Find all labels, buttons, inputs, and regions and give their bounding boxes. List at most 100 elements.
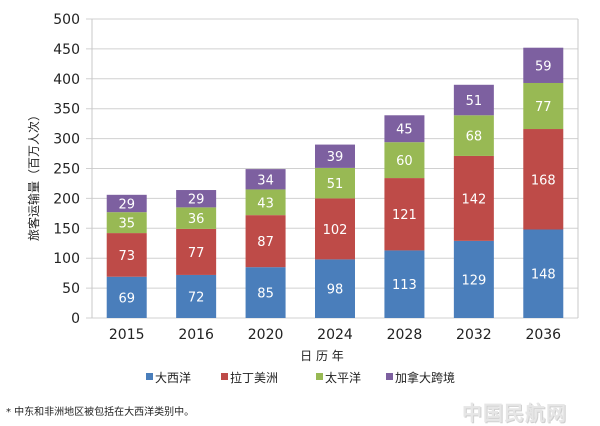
bar-data-label: 102 (323, 223, 348, 238)
bar-data-label: 77 (188, 246, 205, 261)
bar-segment (453, 115, 494, 156)
y-tick-label: 200 (53, 191, 80, 207)
x-axis-title: 日 历 年 (300, 349, 344, 363)
bar-data-label: 129 (461, 273, 486, 288)
bar-segment (315, 259, 355, 318)
bar-data-label: 72 (188, 290, 205, 305)
bar-data-label: 69 (118, 291, 135, 306)
bar-data-label: 77 (535, 100, 552, 115)
x-tick-label: 2032 (456, 327, 492, 343)
legend-swatch (316, 373, 323, 380)
bar-stack-2015: 69 73 35 29 (106, 194, 147, 318)
legend-swatch (386, 373, 393, 380)
x-tick-label: 2015 (109, 327, 145, 343)
legend-item: 大西洋 (146, 370, 191, 385)
bar-segment (523, 82, 564, 130)
bar-data-label: 51 (466, 94, 483, 109)
bar-data-label: 68 (466, 130, 483, 145)
x-tick-label: 2028 (387, 327, 423, 343)
bar-segment (315, 167, 355, 199)
legend-item: 太平洋 (316, 370, 361, 385)
y-tick-label: 150 (53, 221, 80, 237)
y-tick-label: 350 (53, 102, 80, 118)
bar-segment (523, 129, 564, 230)
y-tick-label: 300 (53, 132, 80, 148)
legend-swatch (221, 373, 228, 380)
watermark-logo: 中国民航网 (462, 401, 567, 425)
bar-data-label: 148 (531, 268, 556, 283)
x-axis-ticks: 2015 2016 2020 2024 2028 2032 2036 (109, 327, 561, 343)
bar-segment (453, 240, 494, 318)
bar-data-label: 35 (118, 217, 135, 232)
legend-item: 拉丁美洲 (221, 370, 278, 385)
bar-data-label: 142 (461, 192, 486, 207)
bar-segment (523, 229, 564, 318)
legend-item: 加拿大跨境 (386, 370, 455, 385)
y-tick-label: 400 (53, 72, 80, 88)
bar-segment (245, 215, 286, 268)
x-tick-label: 2024 (317, 327, 353, 343)
bar-segment (453, 155, 494, 241)
y-tick-label: 500 (53, 12, 80, 28)
legend-swatch (146, 373, 153, 380)
bar-stack-2024: 98 102 51 39 (315, 144, 355, 318)
x-tick-label: 2036 (525, 327, 561, 343)
bar-stack-2032: 129 142 68 51 (453, 84, 494, 318)
y-tick-label: 100 (53, 251, 80, 267)
bar-segment (245, 267, 286, 318)
bar-segment (106, 212, 147, 234)
y-tick-label: 50 (62, 281, 80, 297)
x-tick-label: 2020 (248, 327, 284, 343)
bar-segment (176, 274, 217, 318)
legend-label: 加拿大跨境 (395, 370, 455, 385)
bar-segment (384, 115, 425, 143)
bar-data-label: 51 (327, 177, 344, 192)
y-tick-label: 250 (53, 162, 80, 178)
bar-segment (106, 194, 147, 213)
bar-segment (176, 190, 217, 208)
y-tick-label: 450 (53, 42, 80, 58)
bar-segment (315, 198, 355, 260)
bar-data-label: 168 (531, 173, 556, 188)
bar-data-label: 36 (188, 212, 205, 227)
bar-data-label: 45 (396, 123, 413, 138)
bar-segment (384, 142, 425, 179)
bar-data-label: 60 (396, 154, 413, 169)
legend-label: 拉丁美洲 (230, 370, 278, 385)
y-axis-title: 旅客运输量（百万人次） (26, 109, 41, 241)
bar-data-label: 73 (118, 249, 135, 264)
x-tick-label: 2016 (178, 327, 214, 343)
y-tick-label: 0 (71, 311, 80, 327)
bar-data-label: 39 (327, 150, 344, 165)
bar-data-label: 98 (327, 283, 344, 298)
bar-segment (106, 233, 147, 277)
legend: 大西洋 拉丁美洲 太平洋 加拿大跨境 (146, 370, 455, 385)
bars: 69 73 35 29 72 77 36 29 85 87 43 34 98 102 51 39 113 121 6… (106, 47, 564, 318)
bar-data-label: 29 (188, 193, 205, 208)
bar-data-label: 59 (535, 59, 552, 74)
bar-segment (106, 276, 147, 318)
legend-label: 大西洋 (155, 370, 191, 385)
bar-segment (315, 144, 355, 168)
y-axis-ticks: 0 50 100 150 200 250 300 350 400 450 500 (53, 12, 80, 327)
bar-stack-2016: 72 77 36 29 (176, 190, 217, 318)
bar-stack-2020: 85 87 43 34 (245, 169, 286, 318)
bar-stack-2028: 113 121 60 45 (384, 115, 425, 318)
legend-label: 太平洋 (325, 370, 361, 385)
bar-segment (245, 169, 286, 190)
bar-data-label: 34 (257, 173, 274, 188)
bar-segment (245, 189, 286, 216)
bar-data-label: 121 (392, 208, 417, 223)
bar-data-label: 43 (257, 196, 274, 211)
bar-data-label: 113 (392, 278, 417, 293)
bar-segment (176, 207, 217, 229)
bar-data-label: 87 (257, 235, 274, 250)
bar-data-label: 29 (118, 197, 135, 212)
bar-data-label: 85 (257, 287, 274, 302)
bar-segment (523, 47, 564, 83)
footnote: * 中东和非洲地区被包括在大西洋类别中。 (6, 407, 195, 418)
bar-segment (384, 250, 425, 318)
bar-segment (384, 178, 425, 251)
bar-stack-2036: 148 168 77 59 (523, 47, 564, 318)
